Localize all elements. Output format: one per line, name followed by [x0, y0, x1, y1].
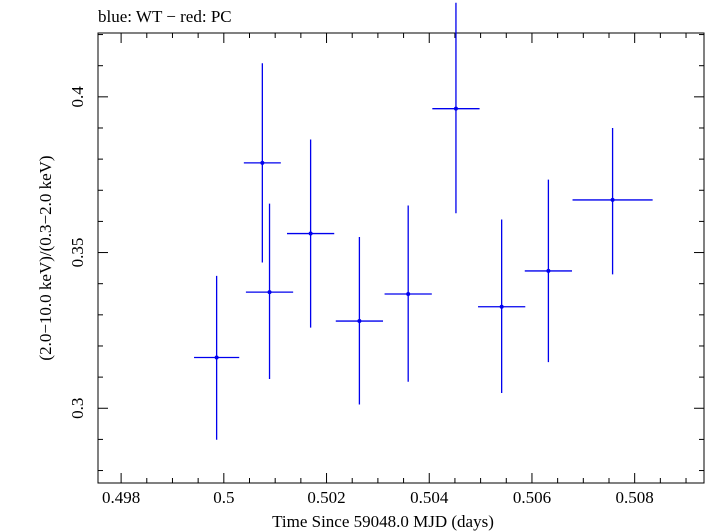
data-point-marker [267, 290, 272, 295]
data-point-marker [214, 355, 219, 360]
y-tick-label: 0.35 [68, 238, 87, 268]
data-point [524, 179, 573, 363]
data-point [335, 236, 384, 405]
chart-title: blue: WT − red: PC [98, 7, 232, 26]
x-tick-label: 0.498 [102, 488, 140, 507]
data-point-marker [499, 304, 504, 309]
data-point [286, 139, 335, 328]
x-axis-ticks: 0.498 0.5 0.502 0.504 0.506 0.508 [102, 33, 687, 507]
y-axis-ticks: 0.3 0.35 0.4 [68, 34, 704, 472]
data-point [243, 63, 281, 263]
x-tick-label: 0.502 [307, 488, 345, 507]
y-tick-label: 0.4 [68, 86, 87, 108]
data-point [194, 275, 240, 440]
x-tick-label: 0.5 [213, 488, 234, 507]
data-point-marker [357, 319, 362, 324]
data-point [478, 219, 526, 393]
y-axis-label: (2.0−10.0 keV)/(0.3−2.0 keV) [36, 155, 55, 360]
data-point-marker [610, 197, 615, 202]
data-point [572, 127, 653, 275]
data-point-marker [546, 268, 551, 273]
x-tick-label: 0.506 [513, 488, 551, 507]
data-point [245, 203, 294, 379]
x-tick-label: 0.504 [410, 488, 449, 507]
data-point [432, 2, 480, 214]
data-point-marker [453, 106, 458, 111]
data-series [194, 2, 653, 440]
y-tick-label: 0.3 [68, 398, 87, 419]
plot-frame [97, 32, 705, 484]
x-tick-label: 0.508 [616, 488, 654, 507]
x-axis-label: Time Since 59048.0 MJD (days) [272, 512, 494, 531]
data-point-marker [308, 231, 313, 236]
data-point-marker [260, 160, 265, 165]
data-point-marker [406, 291, 411, 296]
data-point [384, 205, 432, 382]
